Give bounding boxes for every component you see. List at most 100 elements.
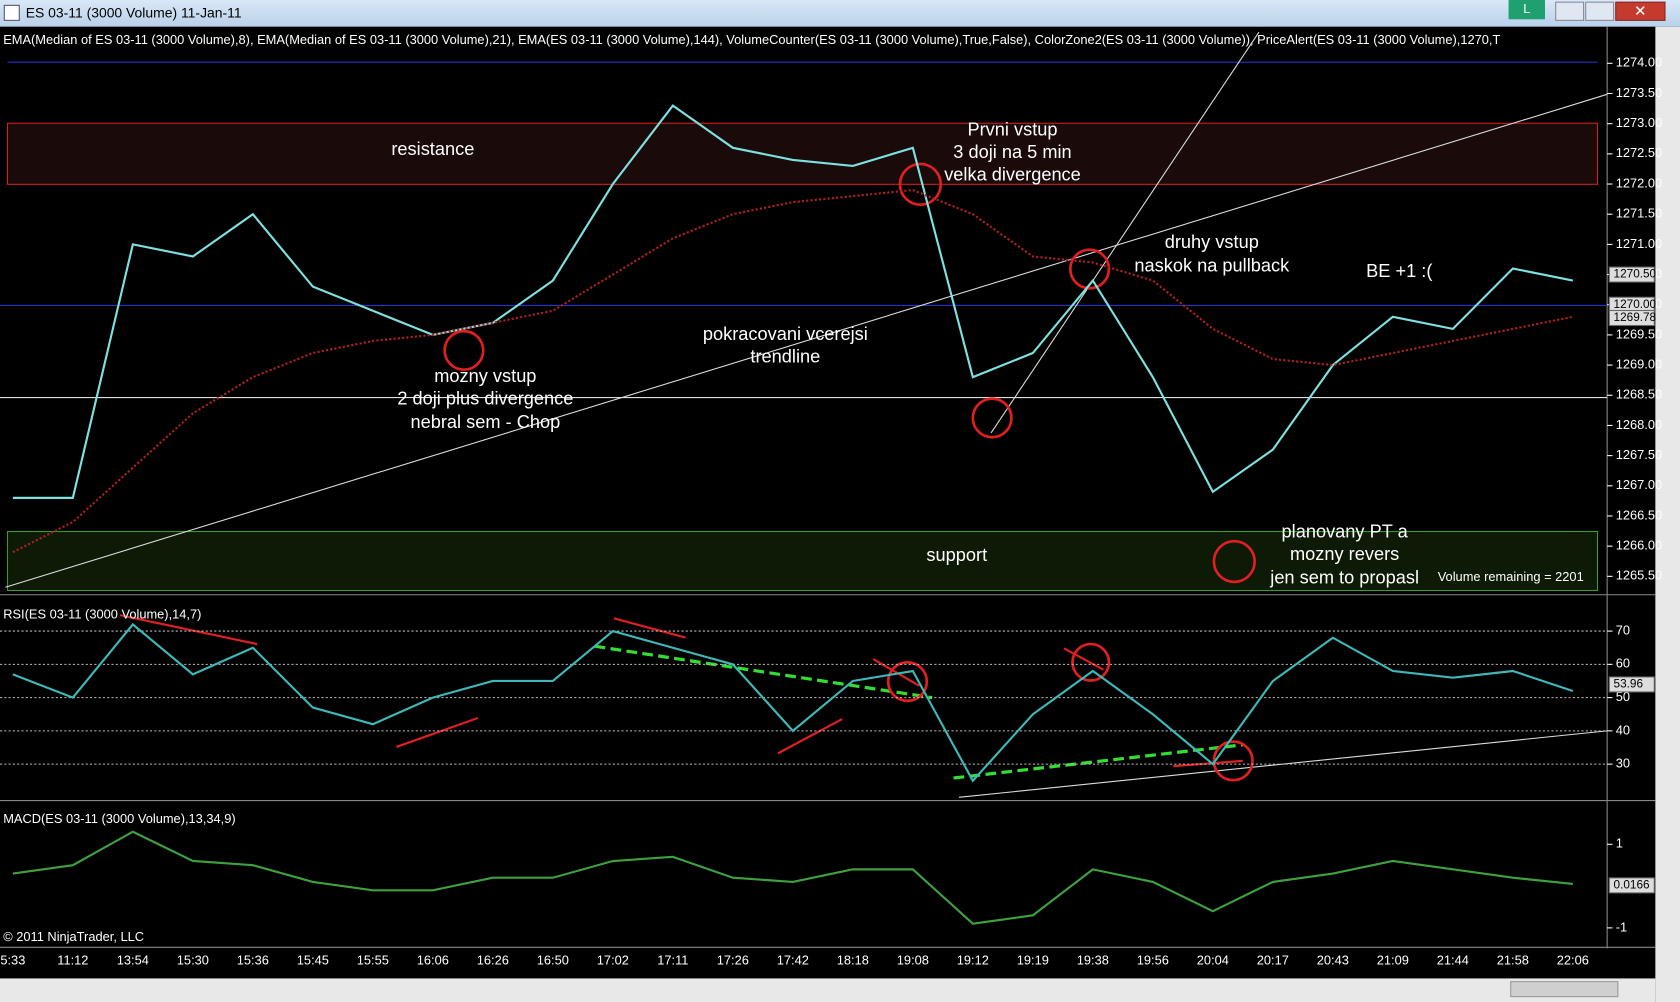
close-button[interactable] — [1615, 1, 1666, 21]
v-scrollbar[interactable] — [1655, 26, 1680, 1002]
x-tick-label: 15:30 — [177, 953, 209, 968]
trendline — [5, 93, 1608, 588]
x-tick-label: 5:33 — [0, 953, 25, 968]
h-scrollbar[interactable] — [0, 978, 1656, 1002]
y-tick-label: 1 — [1616, 836, 1623, 851]
x-tick-label: 16:06 — [417, 953, 449, 968]
annotation: mozny revers — [1290, 544, 1399, 564]
x-tick-label: 15:45 — [297, 953, 329, 968]
y-tick-label: 70 — [1616, 622, 1630, 637]
x-tick-label: 15:55 — [357, 953, 389, 968]
x-tick-label: 15:36 — [237, 953, 269, 968]
support-zone — [6, 531, 1599, 592]
l-button[interactable] — [1508, 0, 1545, 20]
y-tick-label: 40 — [1616, 722, 1630, 737]
y-tick-label: -1 — [1616, 919, 1627, 934]
annotation: druhy vstup — [1165, 232, 1259, 252]
price-marker-label: 53.96 — [1614, 678, 1644, 691]
y-tick-label: 1269.00 — [1616, 356, 1662, 371]
title-bar — [0, 0, 1680, 27]
x-tick-label: 21:44 — [1437, 953, 1469, 968]
annotation: jen sem to propasl — [1269, 568, 1419, 588]
y-tick-label: 1267.00 — [1616, 477, 1662, 492]
price-marker — [1608, 877, 1655, 894]
annotation: nebral sem - Chop — [410, 412, 560, 432]
annotation: mozny vstup — [434, 366, 536, 386]
series-line — [12, 622, 1574, 783]
x-tick-label: 20:17 — [1257, 953, 1289, 968]
y-tick-label: 1265.50 — [1616, 568, 1662, 583]
x-tick-label: 19:56 — [1137, 953, 1169, 968]
annotation: Prvni vstup — [967, 120, 1057, 140]
y-tick-label: 1272.50 — [1616, 145, 1662, 160]
resistance-zone — [6, 122, 1599, 185]
price-marker — [1608, 676, 1655, 693]
y-tick-label: 60 — [1616, 656, 1630, 671]
x-tick-label: 17:42 — [777, 953, 809, 968]
rsi-title: RSI(ES 03-11 (3000 Volume),14,7) — [3, 607, 201, 622]
price-marker-label: 1270.00 — [1614, 298, 1657, 311]
x-tick-label: 19:19 — [1017, 953, 1049, 968]
app-icon — [3, 4, 20, 21]
price-marker-label: 1269.78 — [1614, 311, 1657, 324]
price-marker — [1608, 309, 1655, 327]
x-tick-label: 22:06 — [1557, 953, 1589, 968]
y-tick-label: 1266.50 — [1616, 507, 1662, 522]
copyright: © 2011 NinjaTrader, LLC — [3, 929, 144, 944]
annotation: planovany PT a — [1282, 521, 1409, 541]
x-tick-label: 20:04 — [1197, 953, 1229, 968]
price-marker-label: 1270.50 — [1614, 268, 1657, 281]
y-tick-label: 1271.00 — [1616, 236, 1662, 251]
divergence-line — [594, 644, 933, 700]
x-tick-label: 11:12 — [57, 953, 88, 968]
x-tick-label: 19:08 — [897, 953, 929, 968]
x-tick-label: 19:38 — [1077, 953, 1109, 968]
annotation: support — [926, 545, 987, 565]
annotation: pokracovani vcerejsi — [703, 324, 868, 344]
series-line — [12, 830, 1573, 925]
y-tick-label: 1268.00 — [1616, 417, 1662, 432]
rsi-divergence-marks — [119, 614, 1243, 768]
x-tick-label: 16:26 — [477, 953, 509, 968]
y-tick-label: 1274.00 — [1616, 55, 1662, 70]
price-marker-label: 0.0166 — [1614, 878, 1650, 891]
x-tick-label: 21:09 — [1377, 953, 1409, 968]
window-title: ES 03-11 (3000 Volume) 11-Jan-11 — [26, 5, 242, 21]
price-marker — [1608, 266, 1655, 283]
y-tick-label: 1266.00 — [1616, 538, 1662, 553]
maximize-button[interactable] — [1585, 1, 1615, 21]
y-tick-label: 1273.00 — [1616, 115, 1662, 130]
annotation: trendline — [750, 347, 820, 367]
annotation: naskok na pullback — [1134, 256, 1290, 276]
close-icon: ✕ — [1634, 3, 1647, 20]
annotation: 2 doji plus divergence — [397, 389, 573, 409]
x-tick-label: 21:58 — [1497, 953, 1529, 968]
x-tick-label: 16:50 — [537, 953, 569, 968]
circles — [443, 162, 1256, 782]
l-button-label: L — [1523, 1, 1530, 16]
annotation: 3 doji na 5 min — [953, 142, 1071, 162]
x-tick-label: 18:18 — [837, 953, 869, 968]
x-tick-label: 13:54 — [117, 953, 149, 968]
y-tick-label: 1271.50 — [1616, 206, 1662, 221]
scroll-thumb[interactable] — [1510, 981, 1619, 998]
x-tick-label: 20:43 — [1317, 953, 1349, 968]
x-tick-label: 17:02 — [597, 953, 629, 968]
x-tick-label: 19:12 — [957, 953, 989, 968]
x-tick-label: 17:26 — [717, 953, 749, 968]
y-tick-label: 1268.50 — [1616, 387, 1662, 402]
y-tick-label: 1273.50 — [1616, 85, 1662, 100]
y-tick-label: 30 — [1616, 756, 1630, 771]
macd-title: MACD(ES 03-11 (3000 Volume),13,34,9) — [3, 811, 235, 826]
indicator-label: EMA(Median of ES 03-11 (3000 Volume),8),… — [3, 32, 1500, 47]
series-line — [12, 104, 1574, 499]
x-tick-label: 17:11 — [657, 953, 688, 968]
y-tick-label: 50 — [1616, 689, 1630, 704]
y-tick-label: 1269.50 — [1616, 326, 1662, 341]
annotation: velka divergence — [944, 165, 1081, 185]
y-tick-label: 1272.00 — [1616, 175, 1662, 190]
trendline — [990, 31, 1260, 434]
minimize-button[interactable] — [1555, 1, 1585, 21]
